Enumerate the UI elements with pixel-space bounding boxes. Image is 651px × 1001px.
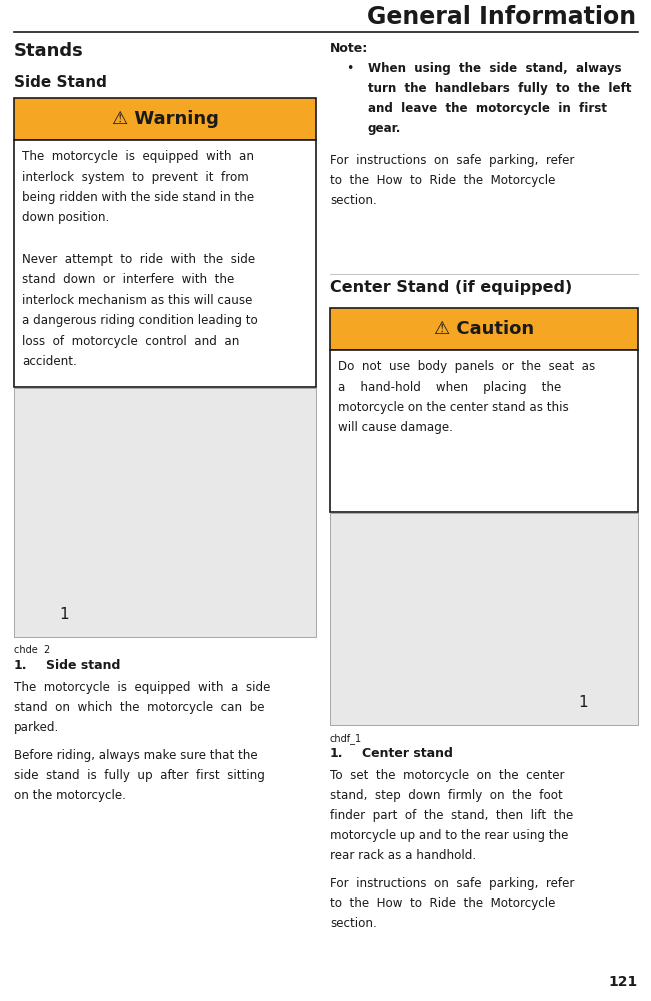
Text: To  set  the  motorcycle  on  the  center: To set the motorcycle on the center (330, 769, 564, 782)
Text: to  the  How  to  Ride  the  Motorcycle: to the How to Ride the Motorcycle (330, 897, 555, 910)
Text: Never  attempt  to  ride  with  the  side: Never attempt to ride with the side (22, 252, 255, 265)
Text: When  using  the  side  stand,  always: When using the side stand, always (368, 62, 622, 75)
Text: turn  the  handlebars  fully  to  the  left: turn the handlebars fully to the left (368, 82, 631, 95)
Text: section.: section. (330, 194, 377, 207)
Text: Center stand: Center stand (362, 747, 453, 760)
Text: a    hand-hold    when    placing    the: a hand-hold when placing the (338, 380, 561, 393)
Text: ⚠ Warning: ⚠ Warning (111, 110, 219, 128)
Text: loss  of  motorcycle  control  and  an: loss of motorcycle control and an (22, 334, 240, 347)
Bar (14, 98, 316, 140)
Text: parked.: parked. (14, 721, 59, 734)
Text: 1: 1 (578, 695, 588, 710)
Text: General Information: General Information (367, 5, 636, 29)
Text: The  motorcycle  is  equipped  with  an: The motorcycle is equipped with an (22, 150, 254, 163)
Bar (14, 388, 316, 637)
Text: section.: section. (330, 917, 377, 930)
Bar (14, 140, 316, 387)
Text: For  instructions  on  safe  parking,  refer: For instructions on safe parking, refer (330, 154, 574, 167)
Text: ⚠ Caution: ⚠ Caution (434, 320, 534, 338)
Text: Before riding, always make sure that the: Before riding, always make sure that the (14, 749, 258, 762)
Text: side  stand  is  fully  up  after  first  sitting: side stand is fully up after first sitti… (14, 769, 265, 782)
Text: Side stand: Side stand (46, 659, 120, 672)
Text: gear.: gear. (368, 122, 402, 135)
Text: stand  on  which  the  motorcycle  can  be: stand on which the motorcycle can be (14, 701, 264, 714)
Bar (330, 513, 638, 725)
Text: on the motorcycle.: on the motorcycle. (14, 789, 126, 802)
Text: For  instructions  on  safe  parking,  refer: For instructions on safe parking, refer (330, 877, 574, 890)
Text: down position.: down position. (22, 211, 109, 224)
Text: rear rack as a handhold.: rear rack as a handhold. (330, 849, 476, 862)
Text: being ridden with the side stand in the: being ridden with the side stand in the (22, 191, 254, 204)
Text: Do  not  use  body  panels  or  the  seat  as: Do not use body panels or the seat as (338, 360, 595, 373)
Text: 1: 1 (59, 607, 68, 622)
Text: stand,  step  down  firmly  on  the  foot: stand, step down firmly on the foot (330, 789, 562, 802)
Text: chde  2: chde 2 (14, 645, 50, 655)
Text: finder  part  of  the  stand,  then  lift  the: finder part of the stand, then lift the (330, 809, 574, 822)
Text: interlock  system  to  prevent  it  from: interlock system to prevent it from (22, 170, 249, 183)
Text: motorcycle on the center stand as this: motorcycle on the center stand as this (338, 401, 569, 414)
Text: Side Stand: Side Stand (14, 75, 107, 90)
Text: chdf_1: chdf_1 (330, 733, 362, 744)
Text: interlock mechanism as this will cause: interlock mechanism as this will cause (22, 293, 253, 306)
Bar (330, 350, 638, 512)
Text: a dangerous riding condition leading to: a dangerous riding condition leading to (22, 314, 258, 327)
Text: motorcycle up and to the rear using the: motorcycle up and to the rear using the (330, 829, 568, 842)
Text: 1.: 1. (14, 659, 27, 672)
Text: •: • (346, 62, 353, 75)
Bar (330, 308, 638, 350)
Text: 121: 121 (609, 975, 638, 989)
Text: Center Stand (if equipped): Center Stand (if equipped) (330, 280, 572, 295)
Text: stand  down  or  interfere  with  the: stand down or interfere with the (22, 273, 234, 286)
Text: 1.: 1. (330, 747, 344, 760)
Text: to  the  How  to  Ride  the  Motorcycle: to the How to Ride the Motorcycle (330, 174, 555, 187)
Text: and  leave  the  motorcycle  in  first: and leave the motorcycle in first (368, 102, 607, 115)
Text: accident.: accident. (22, 355, 77, 368)
Text: The  motorcycle  is  equipped  with  a  side: The motorcycle is equipped with a side (14, 681, 270, 694)
Text: will cause damage.: will cause damage. (338, 421, 453, 434)
Text: Stands: Stands (14, 42, 84, 60)
Text: Note:: Note: (330, 42, 368, 55)
